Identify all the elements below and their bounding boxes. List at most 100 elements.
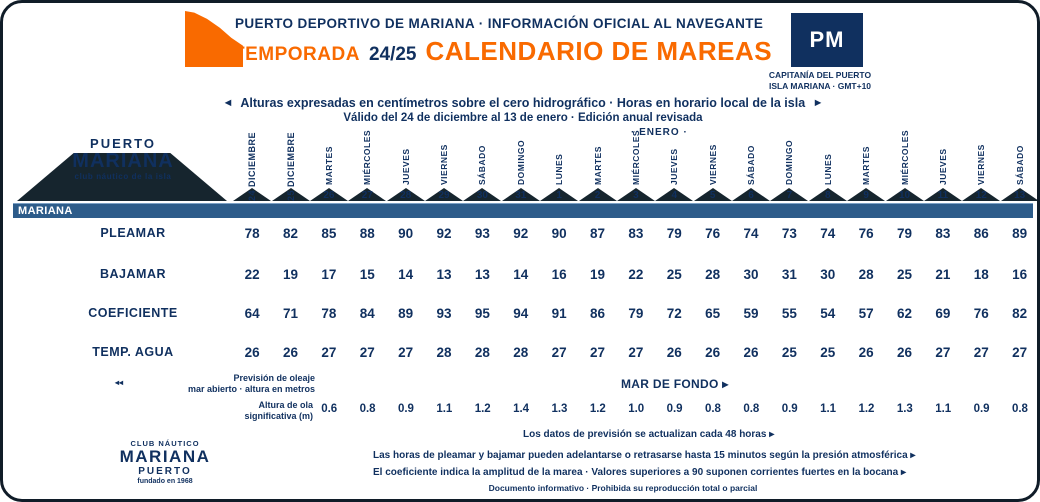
date-column-header: 25 DICIEMBRE (271, 131, 310, 201)
table-cell: 26 (666, 345, 682, 360)
mountain-triangle-icon (923, 188, 962, 201)
swell-cell: 1.3 (896, 403, 913, 415)
title-navy-small: 24/25 (368, 44, 417, 65)
table-cell: 18 (973, 267, 989, 282)
table-cell: 27 (321, 345, 337, 360)
date-column-daynum: 9 (863, 190, 869, 201)
date-column-header: MIÉRCOLES 10 (885, 129, 924, 201)
date-column-label: SÁBADO (477, 145, 488, 185)
section-band-mariana: MARIANA (13, 203, 1033, 218)
table-cell: 93 (474, 226, 490, 241)
title-orange-small: TEMPORADA (233, 44, 360, 65)
table-cell: 19 (590, 267, 606, 282)
table-cell: 73 (781, 226, 797, 241)
date-column-daynum: 26 (323, 190, 335, 201)
table-cell: 28 (513, 345, 529, 360)
footnote-b: Las horas de pleamar y bajamar pueden ad… (373, 450, 916, 461)
table-cell: 27 (590, 345, 606, 360)
table-cell: 13 (436, 267, 452, 282)
mountain-triangle-icon (540, 188, 579, 201)
date-column-header: VIERNES 29 (425, 135, 464, 201)
date-column-label: 25 DICIEMBRE (285, 131, 296, 201)
date-column-label: MIÉRCOLES (362, 129, 373, 185)
table-cell: 79 (666, 226, 682, 241)
date-column-header: MARTES 9 (847, 135, 886, 201)
date-column-header: VIERNES 5 (693, 135, 732, 201)
swell-cell: 0.6 (321, 403, 338, 415)
table-cell: 55 (781, 306, 797, 321)
table-cell: 72 (666, 306, 682, 321)
mountain-triangle-icon (770, 188, 809, 201)
table-cell: 31 (781, 267, 797, 282)
table-row: 26 26 27 27 27 28 28 28 27 27 27 26 26 26 25 25 26 26 27 27… (233, 345, 1037, 363)
date-column-label: JUEVES (669, 148, 680, 185)
page-title: CALENDARIO DE MAREAS (425, 36, 773, 66)
swell-values-row: 0.6 0.8 0.9 1.1 1.2 1.4 1.3 1.2 1.0 0.9 0.8 0.8 0.9 1… (310, 403, 1037, 419)
swell-caption-line2: mar abierto · altura en metros (187, 383, 315, 394)
table-cell: 87 (590, 226, 606, 241)
mountain-triangle-icon (808, 188, 847, 201)
table-cell: 14 (398, 267, 414, 282)
date-column-label: LUNES (554, 153, 565, 185)
table-cell: 22 (628, 267, 644, 282)
table-cell: 28 (705, 267, 721, 282)
table-cell: 27 (628, 345, 644, 360)
date-column-header: DOMINGO 7 (770, 135, 809, 201)
table-cell: 71 (283, 306, 299, 321)
table-cell: 54 (820, 306, 836, 321)
swell-caption-line1: Previsión de oleaje (233, 373, 315, 383)
row-label-coeficiente: COEFICIENTE (88, 306, 178, 320)
row-label-temp-agua: TEMP. AGUA (92, 345, 174, 359)
swell-center-label: MAR DE FONDO ▸ (621, 377, 729, 391)
date-column-daynum: 3 (633, 190, 639, 201)
month-label: · ENERO · (631, 127, 688, 138)
table-cell: 78 (244, 226, 260, 241)
corner-line3: club náutico de la isla (74, 172, 172, 181)
mountain-triangle-icon (1000, 188, 1037, 201)
table-cell: 76 (973, 306, 989, 321)
swell-row-label: Altura de ola significativa (m) (191, 400, 313, 421)
swell-cell: 1.1 (436, 403, 453, 415)
corner-line1: PUERTO (90, 136, 156, 151)
table-cell: 19 (283, 267, 299, 282)
date-column-label: JUEVES (937, 148, 948, 185)
mountain-triangle-icon (962, 188, 1001, 201)
table-cell: 26 (705, 345, 721, 360)
table-cell: 57 (858, 306, 874, 321)
stamp-line4: fundado en 1968 (137, 478, 193, 485)
date-column-header: JUEVES 4 (655, 135, 694, 201)
table-cell: 78 (321, 306, 337, 321)
swell-cell: 1.2 (474, 403, 491, 415)
date-column-header: 24 DICIEMBRE (233, 132, 272, 201)
table-cell: 76 (705, 226, 721, 241)
table-cell: 93 (436, 306, 452, 321)
mountain-triangle-icon (885, 188, 924, 201)
stamp-line3: PUERTO (138, 466, 192, 477)
table-cell: 25 (781, 345, 797, 360)
date-column-label: VIERNES (439, 144, 450, 185)
table-cell: 27 (1012, 345, 1028, 360)
date-column-label: MIÉRCOLES (899, 129, 910, 185)
date-column-label: SÁBADO (1014, 145, 1025, 185)
table-cell: 88 (359, 226, 375, 241)
mountain-triangle-icon (732, 188, 771, 201)
swell-cell: 0.8 (359, 403, 376, 415)
date-column-header: VIERNES 12 (962, 135, 1001, 201)
table-cell: 17 (321, 267, 337, 282)
header-kicker: PUERTO DEPORTIVO DE MARIANA · INFORMACIÓ… (235, 16, 764, 31)
table-corner-cell: PUERTO MARIANA club náutico de la isla (15, 133, 231, 201)
row-label-pleamar: PLEAMAR (100, 226, 166, 240)
date-column-label: VIERNES (707, 144, 718, 185)
mountain-triangle-icon (463, 188, 502, 201)
table-cell: 22 (244, 267, 260, 282)
table-cell: 30 (820, 267, 836, 282)
table-cell: 92 (513, 226, 529, 241)
logo-subtext-line2: ISLA MARIANA · GMT+10 (768, 80, 872, 91)
date-column-daynum: 5 (709, 190, 716, 201)
date-column-daynum: 10 (899, 190, 911, 201)
date-column-header: MIÉRCOLES 27 (348, 129, 387, 201)
date-column-label: JUEVES (400, 148, 411, 185)
date-column-daynum: 28 (400, 190, 412, 201)
date-column-headers: 24 DICIEMBRE 25 DICIEMBRE MARTES 26 MIÉR… (233, 129, 1037, 201)
table-row: 78 82 85 88 90 92 93 92 90 87 83 79 76 74 73 74 76 79 83 86… (233, 226, 1037, 244)
